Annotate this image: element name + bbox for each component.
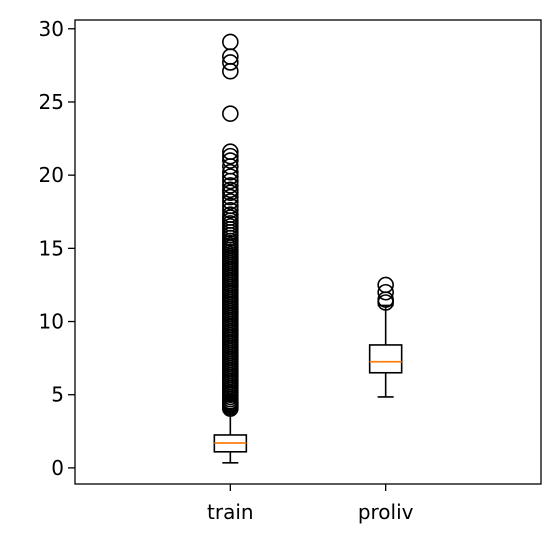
outlier-point: [222, 105, 239, 122]
box-train: [213, 33, 248, 464]
outlier-point: [222, 33, 239, 51]
y-tick-label: 30: [39, 17, 64, 41]
outlier-point: [222, 152, 239, 169]
outlier-point: [222, 193, 239, 210]
x-axis: train proliv: [207, 484, 414, 524]
outlier-point: [222, 201, 239, 219]
y-tick-label: 0: [51, 456, 64, 480]
boxes: [213, 33, 403, 464]
outlier-point: [222, 54, 239, 71]
y-tick-label: 5: [51, 383, 64, 407]
outlier-point: [222, 197, 239, 215]
iqr-box: [368, 344, 403, 374]
outlier-point: [377, 283, 394, 301]
outlier-point: [377, 276, 394, 294]
y-tick-label: 15: [39, 236, 64, 260]
outlier-point: [222, 181, 239, 199]
outlier-point: [222, 177, 239, 194]
outlier-point: [222, 163, 239, 181]
plot-area: [74, 19, 542, 485]
y-tick-label: 10: [39, 310, 64, 334]
y-axis: 0 5 10 15 20 25 30: [39, 17, 75, 480]
outlier-point: [222, 206, 239, 223]
outlier-point: [222, 143, 239, 161]
outlier-point: [222, 188, 239, 206]
y-tick-label: 20: [39, 163, 64, 187]
outlier-point: [222, 147, 239, 165]
x-tick-label: proliv: [358, 500, 414, 524]
outlier-point: [222, 168, 239, 185]
y-tick-label: 25: [39, 90, 64, 114]
x-tick-label: train: [207, 500, 254, 524]
box-proliv: [368, 276, 403, 398]
